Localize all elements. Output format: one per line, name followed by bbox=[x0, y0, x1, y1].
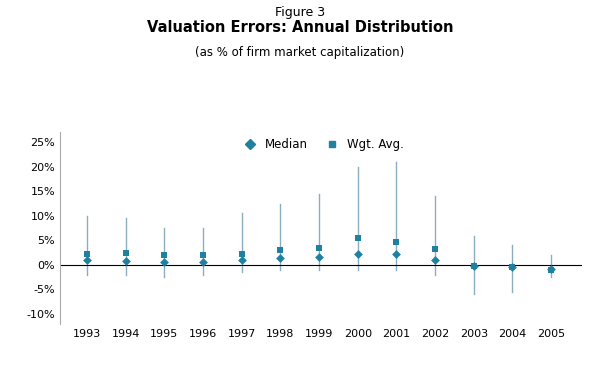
Point bbox=[82, 251, 92, 256]
Point bbox=[82, 257, 92, 263]
Point bbox=[237, 251, 247, 256]
Text: Valuation Errors: Annual Distribution: Valuation Errors: Annual Distribution bbox=[147, 20, 453, 35]
Point bbox=[469, 263, 479, 269]
Point bbox=[469, 263, 479, 269]
Point bbox=[121, 250, 131, 256]
Point bbox=[314, 245, 324, 251]
Point bbox=[160, 259, 169, 265]
Point bbox=[353, 251, 362, 257]
Point bbox=[275, 247, 285, 253]
Point bbox=[508, 265, 517, 270]
Point bbox=[392, 239, 401, 245]
Text: Figure 3: Figure 3 bbox=[275, 6, 325, 18]
Point bbox=[546, 266, 556, 272]
Text: (as % of firm market capitalization): (as % of firm market capitalization) bbox=[196, 46, 404, 59]
Point bbox=[508, 265, 517, 270]
Legend: Median, Wgt. Avg.: Median, Wgt. Avg. bbox=[238, 138, 404, 151]
Point bbox=[237, 257, 247, 263]
Point bbox=[392, 251, 401, 257]
Point bbox=[198, 252, 208, 258]
Point bbox=[353, 235, 362, 241]
Point bbox=[430, 246, 440, 252]
Point bbox=[160, 252, 169, 258]
Point bbox=[314, 254, 324, 259]
Point bbox=[546, 267, 556, 273]
Point bbox=[275, 255, 285, 261]
Point bbox=[121, 258, 131, 264]
Point bbox=[430, 257, 440, 263]
Point bbox=[198, 259, 208, 265]
